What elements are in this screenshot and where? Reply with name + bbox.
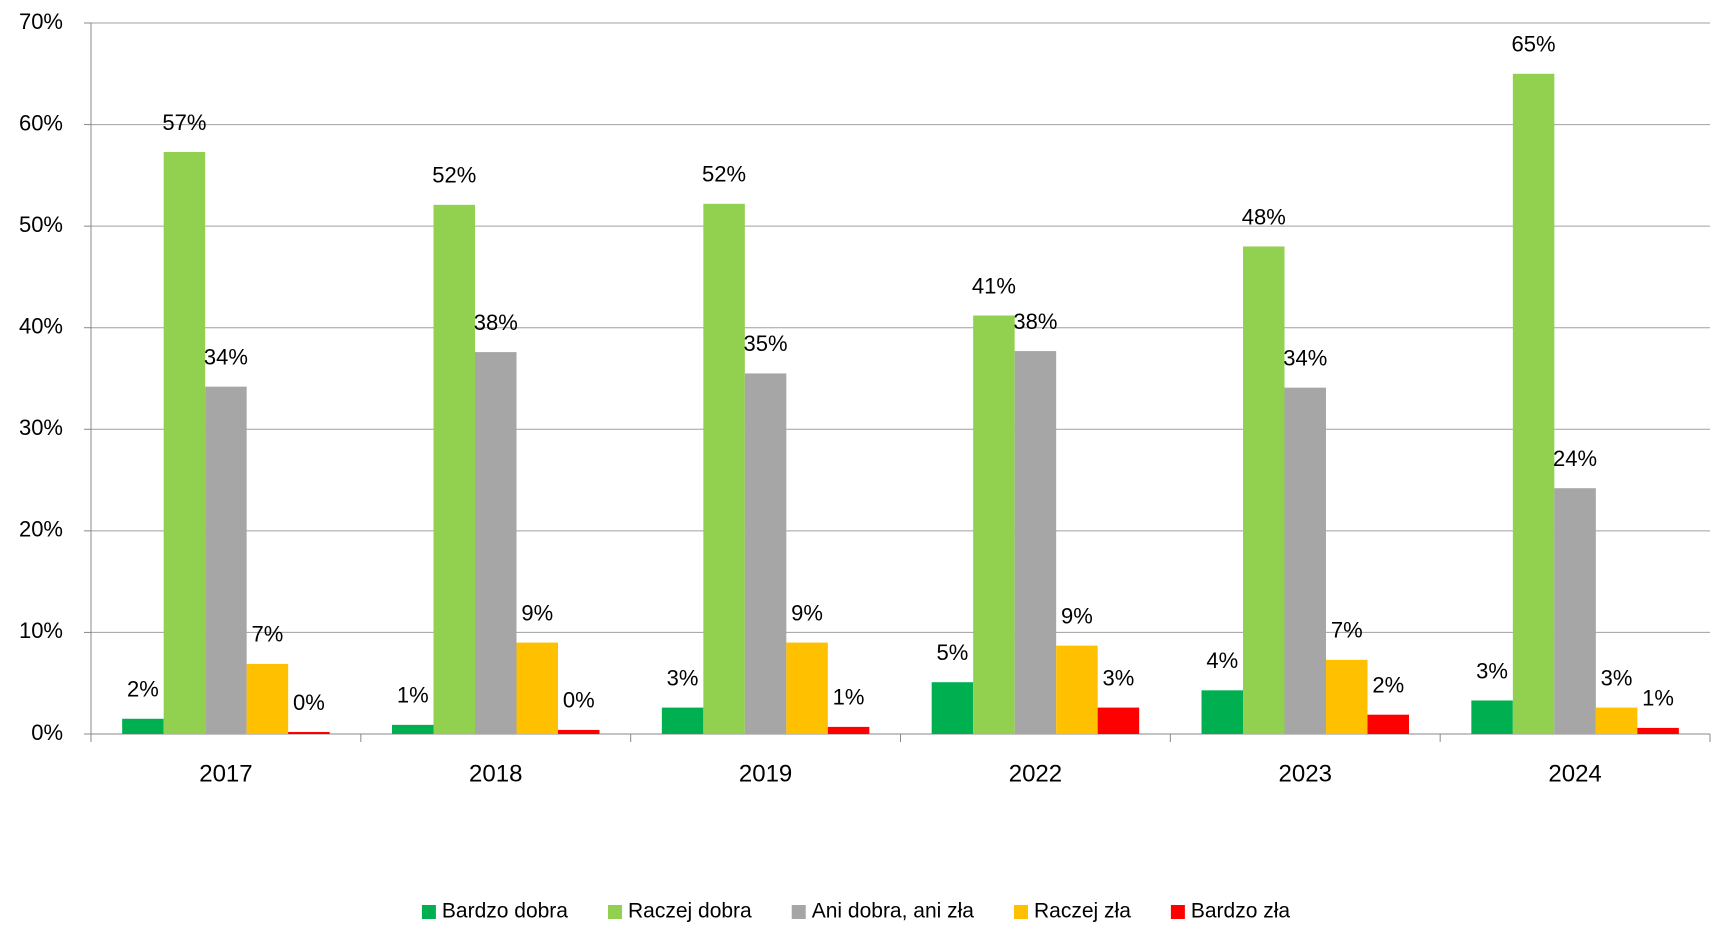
bar bbox=[1554, 488, 1596, 734]
bar bbox=[786, 642, 828, 734]
data-label: 7% bbox=[252, 622, 284, 647]
bar bbox=[1637, 727, 1679, 734]
x-tick-label: 2019 bbox=[739, 760, 792, 787]
data-label: 1% bbox=[397, 683, 429, 708]
bar bbox=[246, 663, 289, 734]
bar bbox=[1056, 645, 1098, 734]
y-tick-label: 70% bbox=[19, 9, 63, 34]
bar bbox=[1014, 351, 1057, 734]
bar bbox=[827, 726, 870, 734]
x-tick-label: 2017 bbox=[199, 760, 252, 787]
bar bbox=[744, 373, 787, 734]
data-label: 0% bbox=[293, 690, 325, 715]
y-tick-label: 20% bbox=[19, 517, 63, 542]
data-label: 34% bbox=[204, 344, 248, 369]
bar bbox=[1201, 690, 1243, 734]
x-tick-label: 2024 bbox=[1548, 760, 1601, 787]
legend-label: Raczej zła bbox=[1034, 900, 1131, 923]
data-label: 1% bbox=[1642, 686, 1674, 711]
bar bbox=[475, 352, 517, 734]
x-tick-label: 2022 bbox=[1009, 760, 1062, 787]
bar bbox=[288, 731, 330, 734]
bar bbox=[973, 315, 1015, 734]
data-label: 5% bbox=[937, 640, 969, 665]
legend-swatch bbox=[1014, 905, 1029, 919]
bar bbox=[1243, 246, 1285, 734]
data-label: 2% bbox=[1372, 673, 1404, 698]
data-label: 65% bbox=[1512, 32, 1556, 57]
legend-swatch bbox=[421, 905, 436, 919]
data-label: 3% bbox=[667, 665, 699, 690]
bar bbox=[931, 682, 974, 734]
legend-label: Raczej dobra bbox=[628, 900, 752, 923]
y-tick-label: 30% bbox=[19, 415, 63, 440]
bar bbox=[1284, 387, 1326, 734]
legend-label: Bardzo dobra bbox=[442, 900, 568, 923]
bar bbox=[1367, 714, 1409, 734]
data-label: 2% bbox=[127, 677, 159, 702]
bar bbox=[1326, 659, 1368, 734]
bar bbox=[1595, 707, 1638, 734]
x-tick-label: 2018 bbox=[469, 760, 522, 787]
data-label: 3% bbox=[1601, 665, 1633, 690]
x-tick-label: 2023 bbox=[1279, 760, 1332, 787]
bar bbox=[205, 386, 247, 734]
y-tick-label: 40% bbox=[19, 314, 63, 339]
data-label: 48% bbox=[1242, 204, 1286, 229]
bar bbox=[703, 203, 745, 735]
data-label: 24% bbox=[1553, 446, 1597, 471]
legend-label: Bardzo zła bbox=[1191, 900, 1291, 923]
bar bbox=[661, 707, 704, 734]
bar bbox=[433, 204, 475, 734]
data-label: 52% bbox=[432, 163, 476, 188]
data-label: 3% bbox=[1103, 665, 1135, 690]
bar bbox=[163, 151, 206, 734]
data-label: 9% bbox=[791, 600, 823, 625]
legend-label: Ani dobra, ani zła bbox=[812, 900, 975, 923]
data-label: 1% bbox=[833, 685, 865, 710]
data-label: 52% bbox=[702, 162, 746, 187]
data-label: 3% bbox=[1476, 658, 1508, 683]
legend-swatch bbox=[791, 905, 806, 919]
data-label: 0% bbox=[563, 688, 595, 713]
bar bbox=[1097, 707, 1140, 734]
legend-swatch bbox=[607, 905, 622, 919]
data-label: 34% bbox=[1283, 345, 1327, 370]
bar bbox=[1512, 73, 1555, 735]
data-label: 9% bbox=[521, 600, 553, 625]
bar bbox=[392, 724, 434, 734]
data-label: 7% bbox=[1331, 618, 1363, 643]
bar bbox=[122, 718, 164, 734]
bar bbox=[558, 729, 600, 734]
data-label: 38% bbox=[1013, 309, 1057, 334]
data-label: 57% bbox=[162, 110, 206, 135]
y-tick-label: 50% bbox=[19, 212, 63, 237]
y-tick-label: 0% bbox=[31, 720, 63, 745]
legend-swatch bbox=[1170, 905, 1185, 919]
data-label: 38% bbox=[474, 310, 518, 335]
bar bbox=[1471, 700, 1513, 734]
bar bbox=[516, 642, 558, 734]
data-label: 9% bbox=[1061, 603, 1093, 628]
data-label: 41% bbox=[972, 273, 1016, 298]
y-tick-label: 60% bbox=[19, 110, 63, 135]
y-tick-label: 10% bbox=[19, 618, 63, 643]
data-label: 4% bbox=[1206, 648, 1238, 673]
data-label: 35% bbox=[744, 331, 788, 356]
